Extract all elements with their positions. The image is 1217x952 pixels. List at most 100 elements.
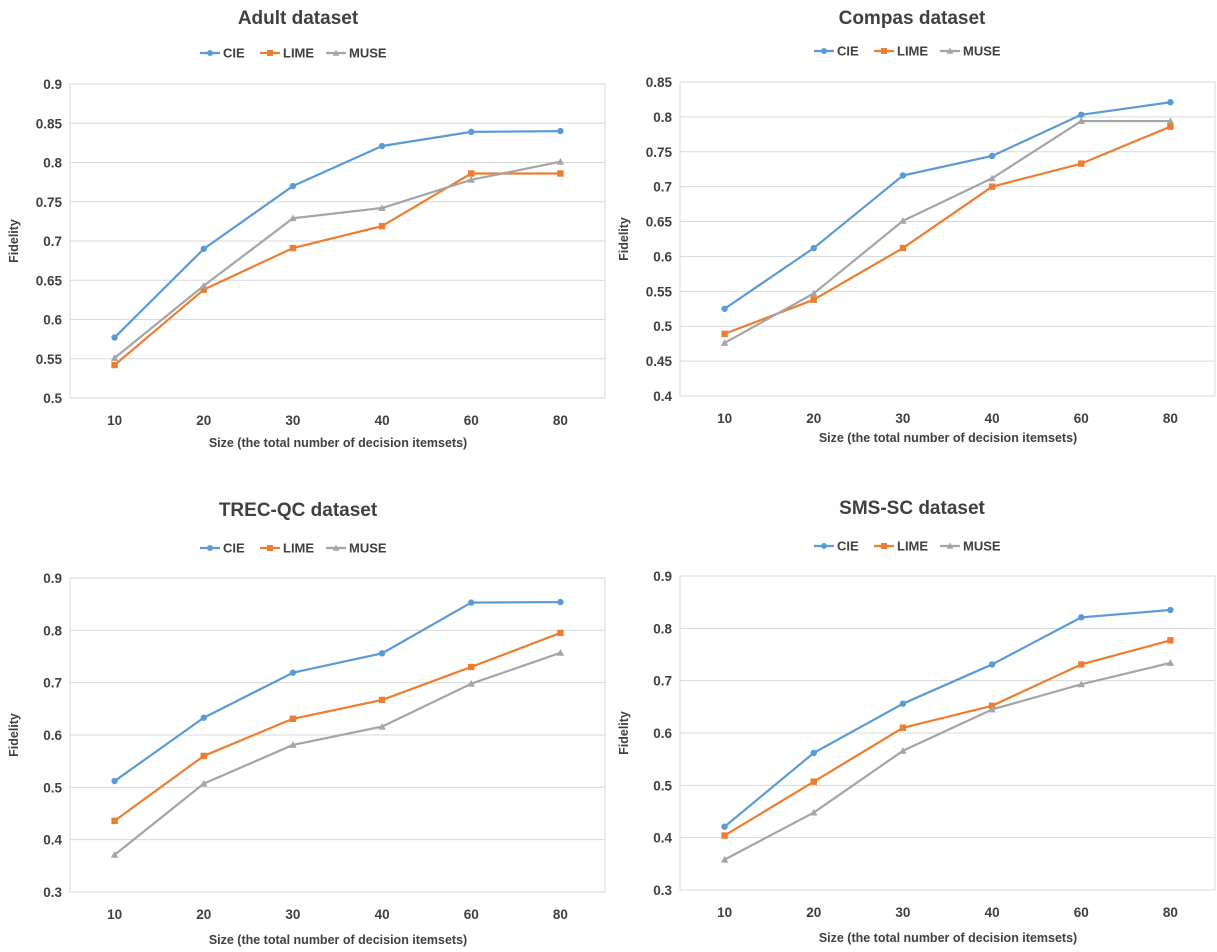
x-axis-label: Size (the total number of decision items…	[819, 431, 1077, 445]
y-tick-label: 0.85	[646, 75, 673, 90]
legend-item-lime: LIME	[260, 541, 314, 556]
x-tick-label: 10	[107, 413, 122, 428]
plot-area	[679, 81, 1216, 397]
y-tick-label: 0.55	[646, 284, 673, 299]
x-tick-label: 10	[717, 905, 732, 920]
y-tick-label: 0.6	[43, 728, 62, 743]
legend-item-cie: CIE	[200, 541, 245, 556]
y-tick-label: 0.4	[653, 831, 672, 846]
data-point-cie	[200, 245, 207, 253]
data-point-muse	[810, 289, 818, 297]
y-tick-label: 0.75	[36, 195, 63, 210]
data-point-lime	[988, 183, 996, 190]
chart-sms-sc: 0.3 0.4 0.5 0.6 0.7 0.8 0.9 10 20 30 40 60 80 SMS-SC …	[617, 498, 1216, 945]
x-tick-label: 40	[985, 905, 1000, 920]
y-tick-label: 0.9	[43, 571, 62, 586]
data-point-cie	[111, 334, 118, 341]
series-cie	[111, 598, 564, 785]
series-lime	[721, 123, 1174, 338]
legend-label: LIME	[897, 44, 928, 59]
series-muse	[110, 649, 565, 858]
legend-label: LIME	[283, 541, 314, 556]
series-lime	[111, 170, 564, 369]
data-point-muse	[378, 204, 386, 211]
data-point-lime	[200, 752, 207, 760]
x-tick-label: 60	[464, 413, 479, 428]
chart-compas: 0.4 0.45 0.5 0.55 0.6 0.65 0.7 0.75 0.8 0.85 10 20 3…	[617, 8, 1216, 445]
data-point-lime	[468, 170, 475, 177]
data-point-lime	[1167, 123, 1174, 130]
data-point-lime	[899, 724, 907, 731]
data-point-cie	[378, 142, 386, 150]
legend-label: LIME	[283, 46, 314, 61]
x-tick-label: 60	[1074, 905, 1089, 920]
legend-label: CIE	[837, 539, 859, 554]
x-axis-label: Size (the total number of decision items…	[819, 931, 1077, 945]
data-point-muse	[289, 214, 297, 222]
legend-item-muse: MUSE	[940, 44, 1001, 59]
data-point-muse	[1077, 680, 1085, 688]
data-point-muse	[899, 217, 907, 224]
data-point-muse	[110, 354, 119, 361]
y-tick-label: 0.45	[646, 354, 673, 369]
legend: CIE LIME MUSE	[814, 539, 1001, 554]
x-tick-label: 80	[1163, 905, 1178, 920]
data-point-muse	[899, 747, 907, 754]
series-lime	[721, 637, 1174, 839]
chart-panel-trec-qc: 0.3 0.4 0.5 0.6 0.7 0.8 0.9 10 20 30 40 60 80 TREC-QC…	[0, 476, 608, 952]
chart-title: Adult dataset	[238, 8, 359, 29]
data-point-cie	[899, 700, 907, 707]
legend-marker	[332, 49, 340, 56]
y-tick-label: 0.55	[36, 352, 63, 367]
legend-marker	[946, 47, 954, 54]
series-line-lime	[724, 639, 1171, 837]
y-tick-label: 0.6	[653, 726, 672, 741]
data-point-lime	[721, 330, 728, 338]
data-point-muse	[1077, 117, 1085, 125]
data-point-muse	[467, 176, 475, 183]
x-tick-label: 80	[1163, 411, 1178, 426]
y-tick-label: 0.8	[653, 110, 672, 125]
y-tick-label: 0.4	[43, 833, 62, 848]
data-point-muse	[378, 722, 386, 730]
series-line-cie	[113, 600, 561, 782]
series-line-lime	[113, 172, 561, 366]
data-point-lime	[378, 696, 386, 704]
data-point-muse	[810, 808, 818, 816]
legend-item-cie: CIE	[814, 539, 859, 554]
data-point-cie	[468, 128, 475, 136]
data-point-lime	[810, 296, 817, 303]
legend-marker	[946, 542, 954, 549]
x-tick-label: 10	[107, 907, 122, 922]
y-tick-label: 0.9	[653, 569, 672, 584]
y-tick-label: 0.7	[43, 676, 62, 691]
x-tick-label: 30	[285, 907, 300, 922]
x-tick-label: 60	[1074, 411, 1089, 426]
data-point-muse	[556, 649, 565, 656]
series-lime	[111, 629, 564, 825]
data-point-cie	[289, 182, 297, 190]
data-point-lime	[289, 715, 297, 722]
legend-marker	[267, 545, 273, 551]
data-point-cie	[1078, 111, 1085, 118]
data-point-lime	[111, 817, 118, 825]
data-point-lime	[378, 222, 386, 230]
data-point-cie	[378, 650, 386, 657]
data-point-cie	[810, 749, 817, 757]
series-line-cie	[113, 130, 561, 339]
data-point-muse	[988, 705, 996, 713]
x-tick-label: 30	[895, 905, 910, 920]
data-point-muse	[556, 158, 565, 165]
data-point-cie	[988, 152, 996, 160]
chart-title: Compas dataset	[839, 8, 986, 29]
y-tick-label: 0.75	[646, 145, 673, 160]
data-point-cie	[289, 669, 297, 676]
y-tick-label: 0.7	[653, 674, 672, 689]
data-point-muse	[289, 741, 297, 748]
y-tick-label: 0.5	[653, 778, 672, 793]
x-axis-label: Size (the total number of decision items…	[209, 436, 467, 450]
data-point-muse	[720, 855, 729, 863]
y-tick-label: 0.8	[653, 621, 672, 636]
x-tick-label: 20	[196, 413, 211, 428]
x-tick-label: 60	[464, 907, 479, 922]
